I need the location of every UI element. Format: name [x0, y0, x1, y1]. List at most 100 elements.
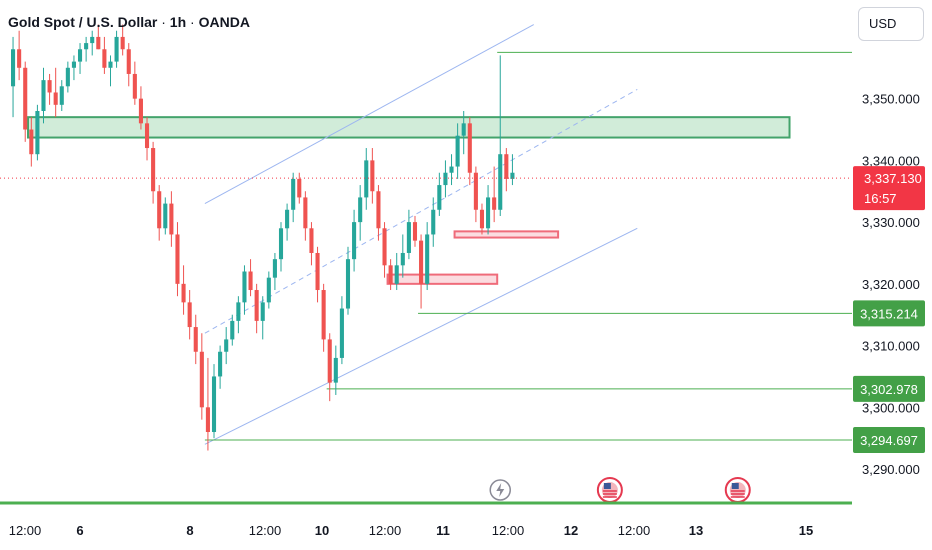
price-tick-label: 3,330.000: [862, 215, 920, 230]
candle-body: [132, 73, 137, 99]
candle-body: [333, 357, 338, 383]
candle-body: [193, 327, 198, 352]
current-price-badge-text: 3,337.130: [864, 171, 922, 186]
candle-body: [376, 191, 381, 229]
candle-body: [278, 228, 284, 260]
candle-body: [248, 271, 253, 291]
candle-body: [11, 49, 16, 87]
level-price-badge: [853, 427, 925, 454]
candle-body: [437, 185, 442, 210]
flag-canton: [731, 483, 739, 489]
candle-body: [242, 271, 247, 303]
time-tick-label: 6: [76, 523, 83, 538]
candle-body: [358, 197, 363, 223]
level-price-badge: [853, 300, 925, 327]
candle-body: [400, 252, 405, 266]
candle-body: [297, 178, 302, 198]
candle-body: [29, 129, 34, 155]
level-price-badge-text: 3,294.697: [860, 433, 918, 448]
candle-body: [309, 228, 314, 253]
symbol-title: Gold Spot / U.S. Dollar: [8, 14, 158, 30]
current-price-badge: [853, 166, 925, 211]
candle-body: [218, 351, 223, 377]
time-tick-label: 12:00: [249, 523, 282, 538]
candle-body: [84, 43, 89, 50]
candle-body: [23, 67, 28, 130]
candle-body: [260, 302, 265, 321]
candle-body: [175, 234, 180, 284]
candle-body: [431, 209, 436, 235]
candle-body: [266, 277, 271, 303]
candle-body: [90, 36, 95, 44]
channel-line-2: [204, 88, 638, 334]
source-label: OANDA: [198, 14, 250, 30]
lightning-bolt-icon: [496, 483, 505, 497]
candle-body: [510, 172, 515, 179]
candle-body: [339, 308, 344, 358]
level-price-badge: [853, 375, 925, 402]
candle-body: [126, 49, 131, 74]
chart-title: Gold Spot / U.S. Dollar · 1h · OANDA: [8, 14, 250, 30]
title-separator: ·: [161, 14, 166, 30]
candle-body: [473, 172, 478, 210]
candle-body: [388, 265, 393, 284]
candle-body: [321, 290, 326, 340]
title-separator: ·: [190, 14, 195, 30]
candle-body: [479, 209, 485, 229]
candle-body: [345, 259, 351, 309]
candle-body: [327, 339, 332, 383]
candle-body: [455, 135, 460, 167]
level-price-badge-text: 3,302.978: [860, 382, 918, 397]
candle-body: [114, 36, 119, 62]
event-markers: [489, 477, 751, 503]
candle-body: [425, 234, 430, 284]
candle-body: [492, 197, 497, 210]
resistance-zone: [27, 116, 791, 139]
price-tick-label: 3,320.000: [862, 277, 920, 292]
candle-body: [486, 197, 491, 229]
candle-body: [120, 36, 125, 50]
candle-body: [108, 61, 113, 68]
candle-body: [352, 222, 357, 260]
time-tick-label: 11: [436, 523, 450, 538]
interval-label: 1h: [169, 14, 187, 30]
candle-body: [394, 265, 399, 284]
candle-body: [224, 339, 229, 352]
candle-body: [205, 407, 210, 433]
candle-body: [419, 240, 424, 284]
candle-body: [449, 166, 454, 173]
countdown-text: 16:57: [864, 191, 897, 206]
demand-zones: [386, 230, 560, 285]
time-tick-label: 12:00: [9, 523, 42, 538]
candle-body: [382, 228, 387, 266]
price-axis: 3,350.000 3,340.000 3,330.000 3,320.000 3,31…: [862, 92, 920, 477]
price-tick-label: 3,350.000: [862, 92, 920, 107]
time-tick-label: 12: [564, 523, 578, 538]
demand-zone-1: [453, 230, 560, 239]
candle-body: [443, 172, 448, 186]
candle-body: [71, 61, 76, 68]
candle-body: [35, 110, 40, 155]
candle-body: [41, 80, 46, 111]
candle-body: [96, 36, 101, 50]
candle-body: [77, 49, 83, 62]
candle-body: [211, 376, 217, 433]
price-tick-label: 3,340.000: [862, 153, 920, 168]
time-axis: 12:00 6 8 12:00 10 12:00 11 12:00 12 12:00 13 15: [0, 501, 852, 538]
time-tick-label: 12:00: [369, 523, 402, 538]
candle-body: [315, 252, 320, 291]
candle-body: [187, 302, 192, 328]
time-tick-label: 8: [186, 523, 193, 538]
channel-lines: [204, 24, 638, 445]
candle-body: [181, 283, 186, 303]
flag-canton: [603, 483, 611, 489]
candle-body: [272, 259, 277, 278]
candle-body: [151, 148, 156, 192]
candle-body: [65, 67, 70, 87]
demand-zone-2: [386, 273, 499, 285]
currency-button[interactable]: USD: [858, 7, 924, 41]
candle-body: [285, 209, 290, 229]
candle-body: [412, 222, 418, 241]
candle-body: [199, 351, 204, 408]
